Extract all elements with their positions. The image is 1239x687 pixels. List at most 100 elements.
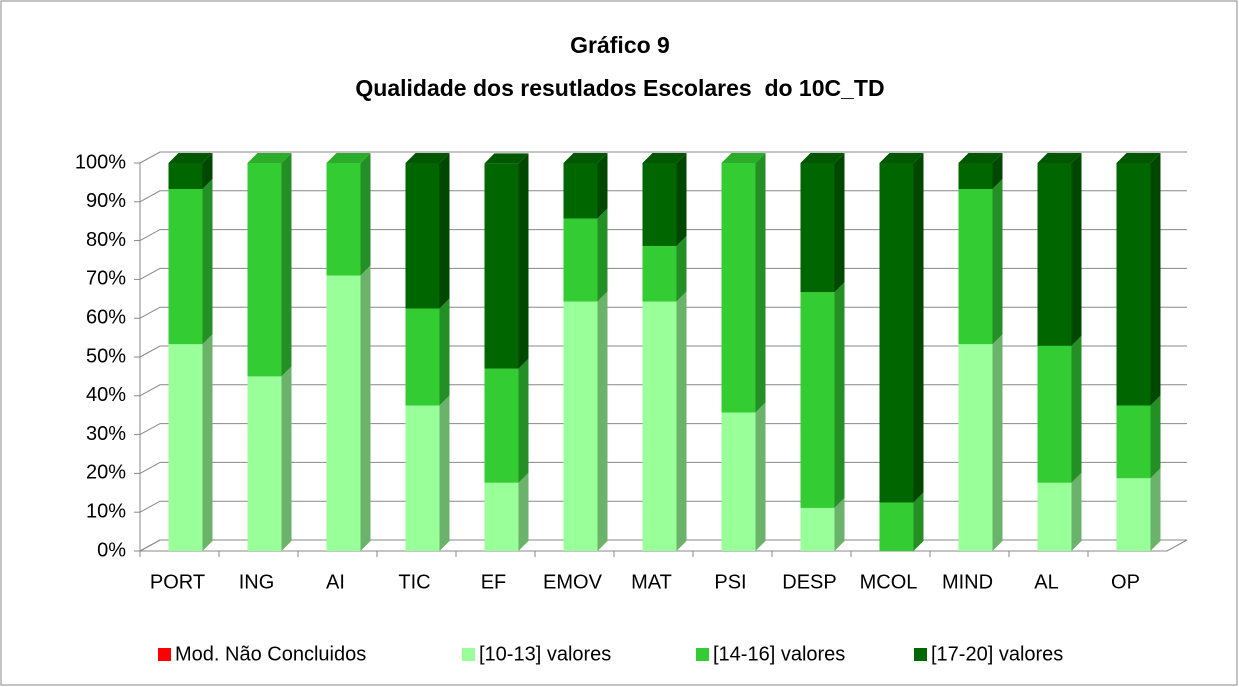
bar xyxy=(958,188,993,345)
bar-side xyxy=(1071,153,1082,346)
grid-line xyxy=(139,267,1187,280)
bar xyxy=(563,163,598,219)
grid-line xyxy=(139,151,1187,164)
legend-label: [17-20] valores xyxy=(931,643,1063,665)
grid-line xyxy=(139,306,1187,319)
bar-side xyxy=(202,334,213,551)
grid-line xyxy=(139,190,1187,203)
y-tick-label: 20% xyxy=(86,462,126,484)
bar-side xyxy=(676,153,687,247)
chart-title: Gráfico 9 xyxy=(570,32,670,58)
bar-side xyxy=(202,153,213,189)
bar-side xyxy=(518,153,529,369)
bar-side xyxy=(834,282,845,508)
y-tick-label: 60% xyxy=(86,306,126,328)
bar-top xyxy=(168,153,213,163)
bar-top xyxy=(721,153,766,163)
bar-side xyxy=(992,178,1003,345)
bar-side xyxy=(1150,395,1161,479)
bar xyxy=(484,368,519,483)
bar xyxy=(879,502,914,551)
bar-side xyxy=(1071,335,1082,483)
bar-top xyxy=(247,153,292,163)
bar xyxy=(405,308,440,406)
x-tick-label: OP xyxy=(1111,571,1140,593)
x-tick-label: PORT xyxy=(150,571,205,593)
bar-top xyxy=(958,153,1003,163)
bar-side xyxy=(1150,468,1161,551)
bar-top xyxy=(879,153,924,163)
grid-line xyxy=(139,345,1187,358)
legend-swatch xyxy=(696,648,709,661)
y-tick-label: 80% xyxy=(86,229,126,251)
bar-side xyxy=(676,291,687,551)
bar-side xyxy=(360,265,371,551)
grid-line xyxy=(139,539,1187,552)
bar-side xyxy=(518,472,529,551)
bar-side xyxy=(676,236,687,302)
bar xyxy=(879,163,914,503)
bar xyxy=(1116,405,1151,479)
grid-line xyxy=(139,229,1187,242)
bar xyxy=(326,275,361,551)
bar-side xyxy=(518,358,529,483)
legend-swatch xyxy=(914,648,927,661)
bar xyxy=(563,218,598,302)
bar-side xyxy=(992,334,1003,551)
bar xyxy=(563,301,598,551)
bar xyxy=(405,163,440,309)
bar-side xyxy=(1071,472,1082,551)
bar xyxy=(800,507,835,551)
bar-side xyxy=(1150,153,1161,406)
y-tick-label: 70% xyxy=(86,268,126,290)
bar-top xyxy=(405,153,450,163)
bar-side xyxy=(913,153,924,503)
bar xyxy=(800,292,835,508)
bar xyxy=(1037,345,1072,483)
x-tick-label: MAT xyxy=(631,571,672,593)
bar xyxy=(800,163,835,293)
bar xyxy=(484,163,519,369)
bar-top xyxy=(800,153,845,163)
y-tick-label: 30% xyxy=(86,423,126,445)
x-tick-label: MCOL xyxy=(860,571,918,593)
x-tick-label: PSI xyxy=(714,571,746,593)
bar-side xyxy=(360,153,371,276)
grid-line xyxy=(139,423,1187,436)
bar-top xyxy=(563,153,608,163)
bar xyxy=(642,301,677,551)
bar xyxy=(247,163,282,377)
bar xyxy=(168,188,203,345)
x-tick-label: EMOV xyxy=(543,571,603,593)
y-tick-label: 90% xyxy=(86,190,126,212)
bar xyxy=(484,482,519,551)
bar-side xyxy=(597,208,608,302)
bar xyxy=(326,163,361,276)
bar xyxy=(1037,482,1072,551)
y-tick-label: 10% xyxy=(86,500,126,522)
legend-swatch xyxy=(158,648,171,661)
x-tick-label: TIC xyxy=(398,571,430,593)
bar xyxy=(642,246,677,302)
legend-swatch xyxy=(462,648,475,661)
bar-side xyxy=(439,298,450,406)
grid-line xyxy=(139,384,1187,397)
bar xyxy=(1116,478,1151,551)
bar xyxy=(168,163,203,189)
bar xyxy=(1037,163,1072,346)
bar-side xyxy=(913,492,924,551)
bar-top xyxy=(1037,153,1082,163)
bar xyxy=(1116,163,1151,406)
bar xyxy=(642,163,677,247)
bar xyxy=(247,376,282,551)
bar-side xyxy=(281,153,292,377)
bar-side xyxy=(834,153,845,293)
y-tick-label: 40% xyxy=(86,384,126,406)
bar-side xyxy=(597,153,608,219)
bar-side xyxy=(439,395,450,551)
x-tick-label: AL xyxy=(1034,571,1058,593)
y-tick-label: 100% xyxy=(75,151,126,173)
bar xyxy=(405,405,440,551)
bar xyxy=(721,412,756,551)
